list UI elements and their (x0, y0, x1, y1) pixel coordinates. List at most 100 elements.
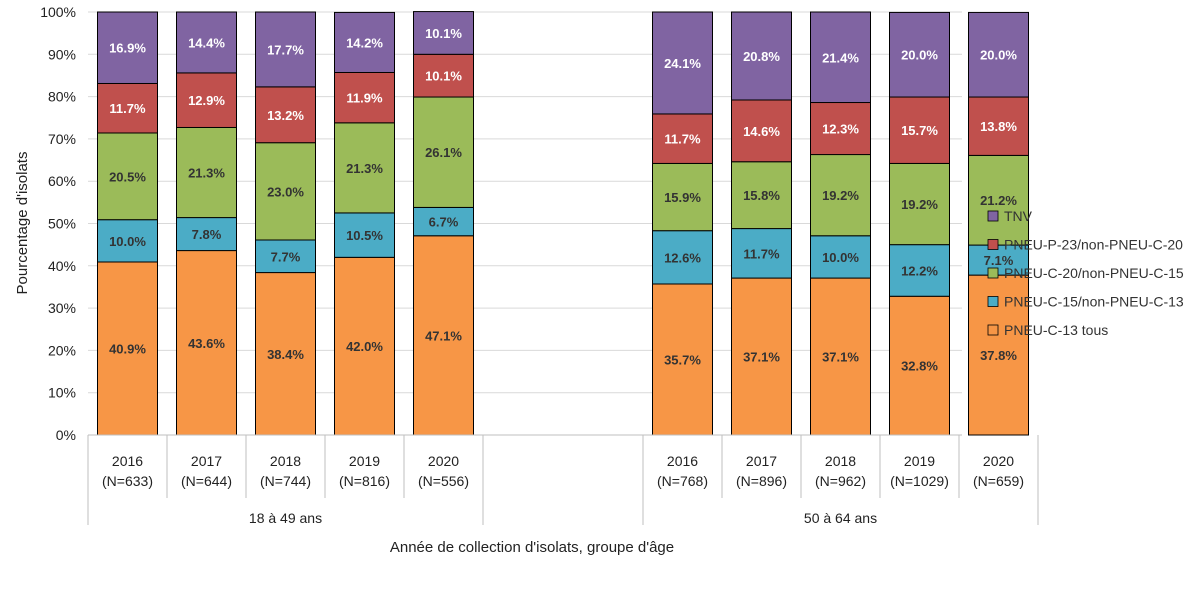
data-label: 20.0% (980, 48, 1017, 63)
data-label: 19.2% (901, 197, 938, 212)
bar-segment (97, 11, 158, 84)
bar-segment (176, 126, 237, 219)
bar-segment (176, 11, 237, 74)
legend-swatch (987, 267, 999, 279)
bar-segment (652, 11, 713, 115)
y-tick-label: 0% (56, 427, 76, 443)
legend-entry: PNEU-P-23/non-PNEU-C-20 (1004, 237, 1183, 253)
x-category-count: (N=644) (181, 473, 232, 489)
bar-segment (731, 228, 792, 279)
x-category-count: (N=744) (260, 473, 311, 489)
data-label: 37.8% (980, 348, 1017, 363)
data-label: 12.2% (901, 263, 938, 278)
bar-segment (176, 217, 237, 252)
data-label: 11.7% (109, 101, 146, 116)
data-label: 12.9% (188, 93, 225, 108)
bar-segment (889, 162, 950, 246)
data-label: 40.9% (109, 341, 146, 356)
data-label: 10.1% (425, 26, 462, 41)
x-group-label: 18 à 49 ans (249, 510, 322, 526)
data-label: 32.8% (901, 359, 938, 374)
data-label: 6.7% (429, 215, 459, 230)
x-category-year: 2019 (349, 453, 380, 469)
bar-segment (413, 235, 474, 436)
data-label: 16.9% (109, 41, 146, 56)
bar-segment (968, 96, 1029, 156)
data-label: 11.9% (346, 91, 383, 106)
y-tick-label: 20% (48, 342, 76, 358)
data-label: 20.5% (109, 169, 146, 184)
bar-segment (652, 283, 713, 436)
data-label: 21.4% (822, 50, 859, 65)
data-label: 17.7% (267, 42, 304, 57)
data-label: 35.7% (664, 352, 701, 367)
bar-segment (413, 53, 474, 98)
bar-segment (413, 11, 474, 55)
data-label: 43.6% (188, 336, 225, 351)
x-category-count: (N=816) (339, 473, 390, 489)
data-label: 12.3% (822, 122, 859, 137)
data-label: 7.7% (271, 249, 301, 264)
x-category-year: 2019 (904, 453, 935, 469)
legend-entry: PNEU-C-13 tous (1004, 322, 1108, 338)
bar-segment (731, 11, 792, 101)
bar-segment (97, 132, 158, 221)
data-label: 7.1% (984, 253, 1014, 268)
legend-entry: PNEU-C-15/non-PNEU-C-13 (1004, 294, 1184, 310)
y-axis-title: Pourcentage d'isolats (14, 152, 31, 295)
y-axis-tick-labels: 0% 10% 20% 30% 40% 50% 60% 70% 80% 90% 100% (40, 4, 76, 443)
bar-segment (334, 122, 395, 214)
x-category-count: (N=633) (102, 473, 153, 489)
legend-swatch (987, 324, 999, 336)
legend: TNV PNEU-P-23/non-PNEU-C-20 PNEU-C-20/non-… (987, 208, 1184, 338)
data-label: 15.9% (664, 190, 701, 205)
legend-swatch (987, 210, 999, 222)
y-tick-label: 60% (48, 173, 76, 189)
bar-segment (255, 142, 316, 241)
bar-segment (968, 244, 1029, 276)
bar-segment (810, 235, 871, 279)
bar-segment (176, 72, 237, 128)
legend-entry: PNEU-C-20/non-PNEU-C-15 (1004, 265, 1184, 281)
x-category-count: (N=659) (973, 473, 1024, 489)
data-label: 10.0% (109, 234, 146, 249)
data-label: 21.2% (980, 193, 1017, 208)
data-label: 42.0% (346, 339, 383, 354)
bar-segment (255, 11, 316, 88)
data-label: 14.2% (346, 35, 383, 50)
data-label: 23.0% (267, 184, 304, 199)
x-category-count: (N=962) (815, 473, 866, 489)
data-label: 38.4% (267, 347, 304, 362)
y-tick-label: 70% (48, 131, 76, 147)
data-label: 21.3% (188, 166, 225, 181)
x-category-year: 2020 (428, 453, 459, 469)
data-label: 47.1% (425, 328, 462, 343)
bars: 40.9% 10.0% 20.5% 11.7% 16.9% 43.6% 7.8% 21.3% 1… (97, 11, 1029, 436)
bar-segment (652, 113, 713, 164)
bar-segment (731, 161, 792, 230)
data-label: 13.8% (980, 119, 1017, 134)
data-label: 10.1% (425, 69, 462, 84)
data-label: 15.8% (743, 188, 780, 203)
legend-entry: TNV (1004, 208, 1033, 224)
y-tick-label: 100% (40, 4, 76, 20)
data-label: 20.0% (901, 48, 938, 63)
data-label: 13.2% (267, 108, 304, 123)
data-label: 10.0% (822, 250, 859, 265)
bar-segment (810, 102, 871, 156)
data-label: 21.3% (346, 161, 383, 176)
bar-segment (97, 219, 158, 263)
y-tick-label: 80% (48, 89, 76, 105)
y-tick-label: 30% (48, 300, 76, 316)
x-category-year: 2016 (667, 453, 698, 469)
bar-segment (255, 86, 316, 144)
x-category-year: 2017 (746, 453, 777, 469)
bar-segment (810, 154, 871, 237)
bar-segment (97, 261, 158, 436)
bar-segment (652, 162, 713, 232)
bar-segment (731, 99, 792, 163)
x-category-year: 2016 (112, 453, 143, 469)
x-category-count: (N=768) (657, 473, 708, 489)
data-label: 14.6% (743, 124, 780, 139)
y-tick-label: 90% (48, 46, 76, 62)
